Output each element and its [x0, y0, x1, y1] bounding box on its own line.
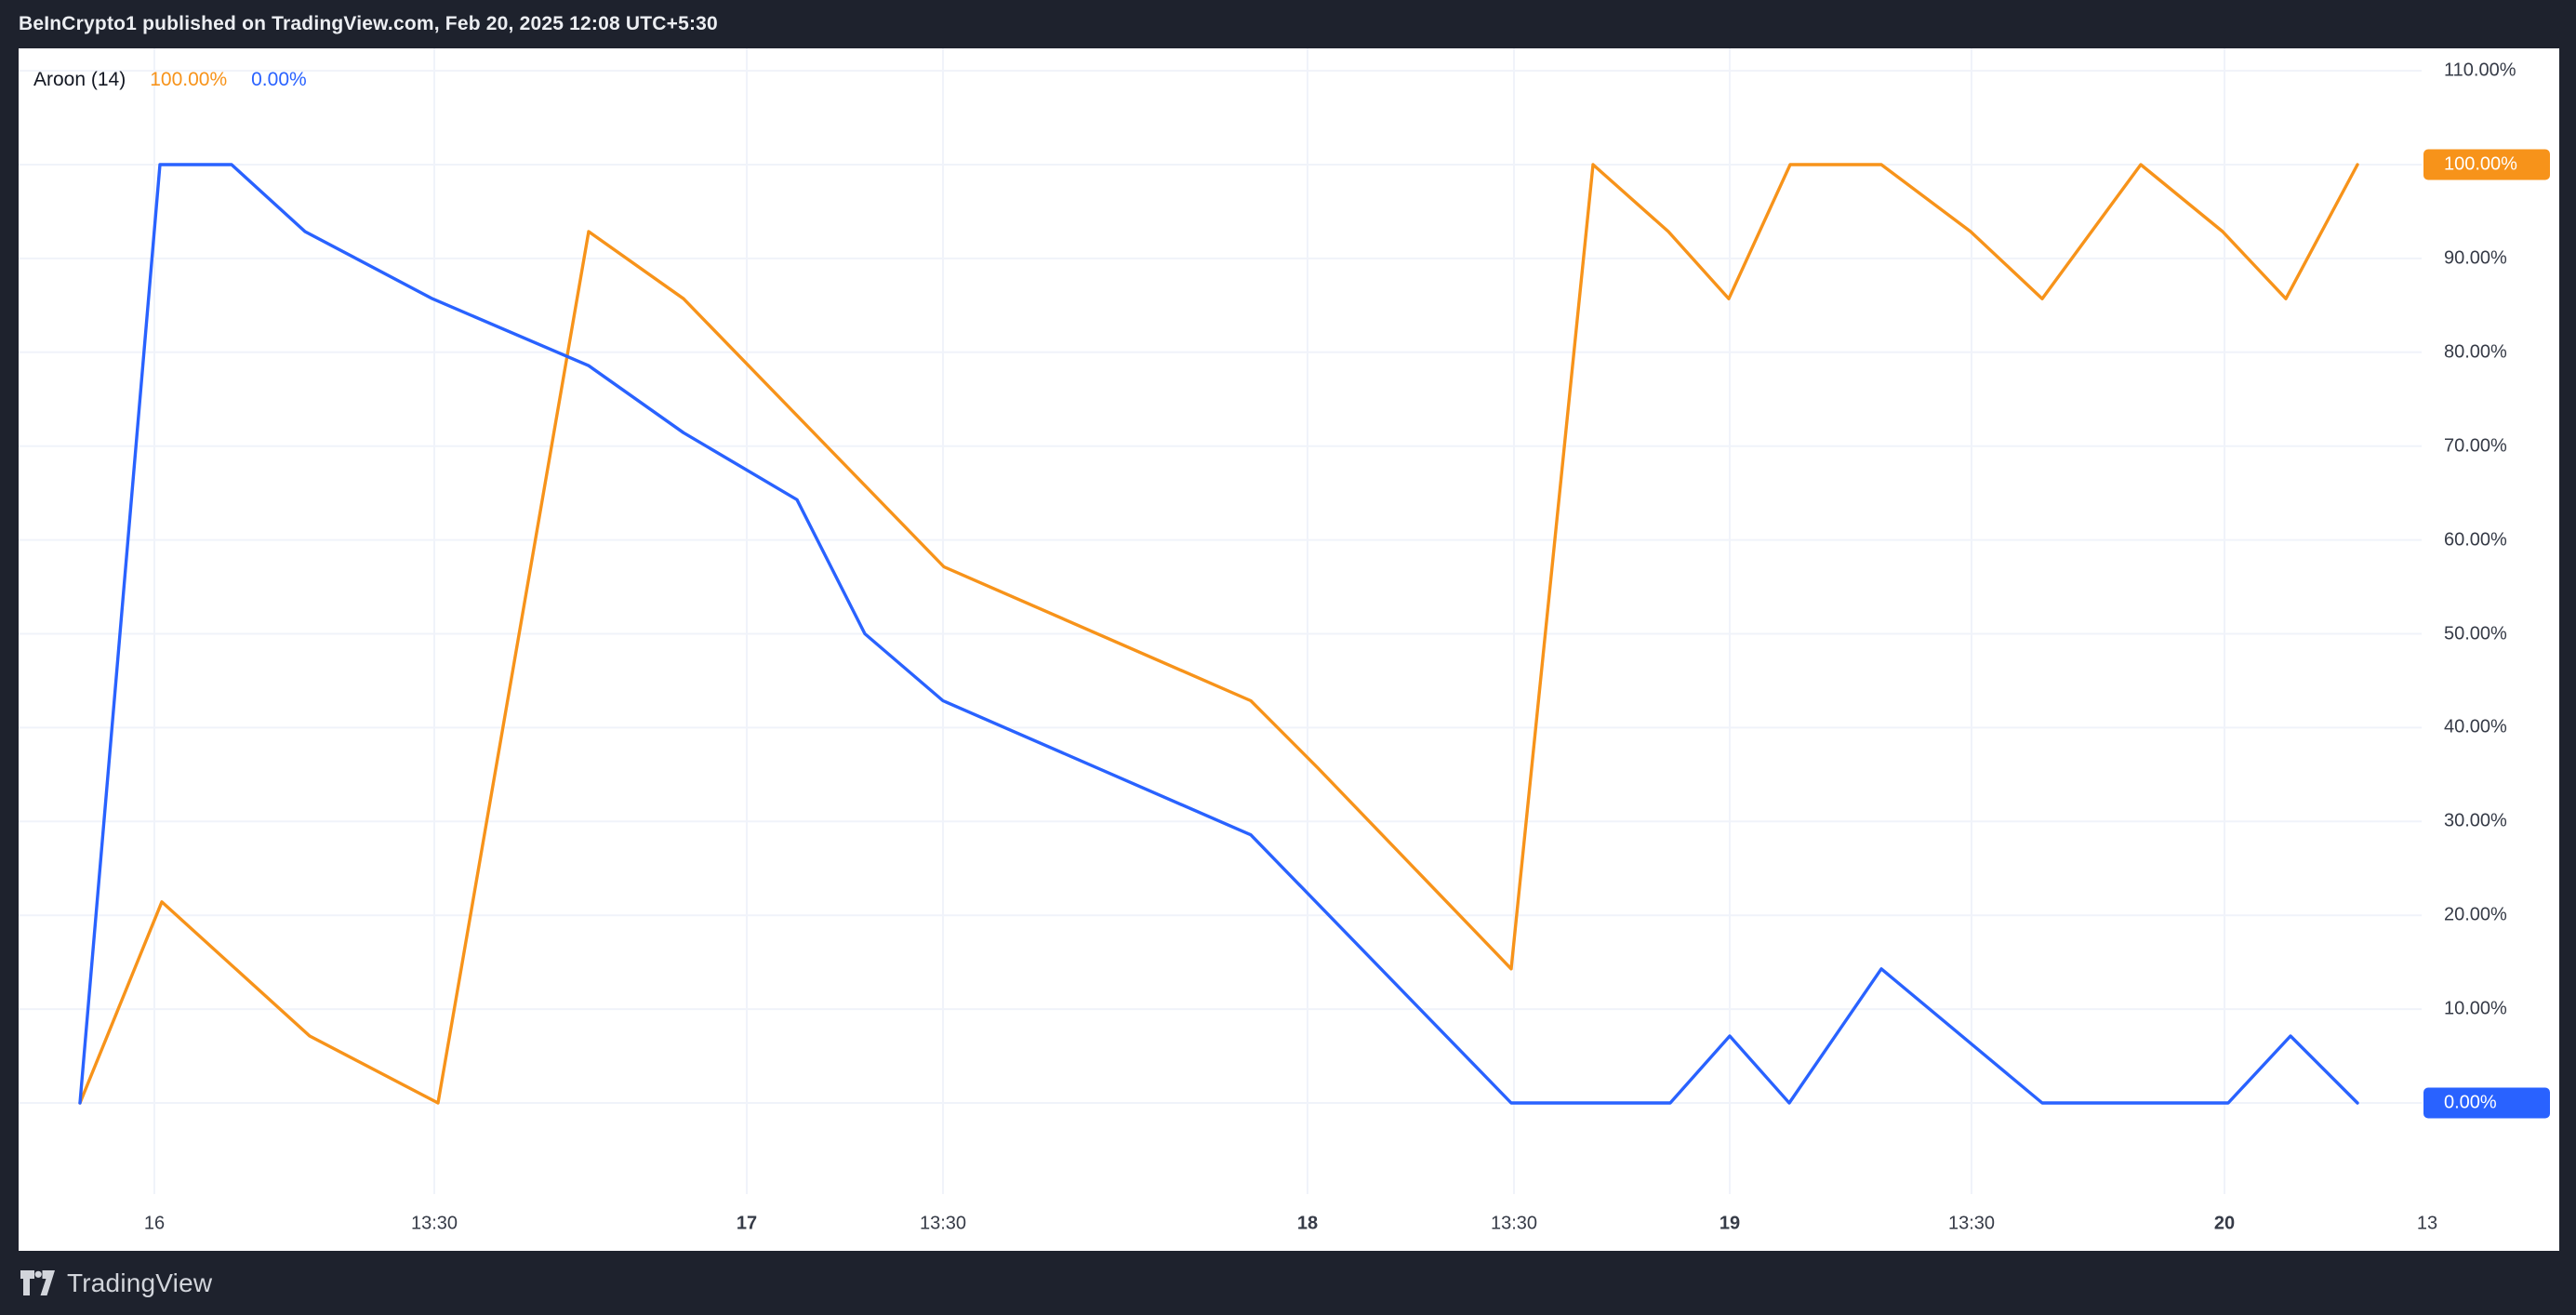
price-badge-0.00%: 0.00%: [2423, 1087, 2550, 1119]
x-tick-label: 13:30: [1490, 1213, 1538, 1234]
chart-panel[interactable]: [19, 48, 2559, 1251]
y-tick-label: 80.00%: [2444, 341, 2507, 363]
x-tick-label: 13:30: [410, 1213, 458, 1234]
y-tick-label: 70.00%: [2444, 435, 2507, 457]
publish-header: BeInCrypto1 published on TradingView.com…: [0, 0, 2576, 48]
price-badge-100.00%: 100.00%: [2423, 149, 2550, 180]
x-tick-label: 19: [1719, 1213, 1741, 1234]
aroon-down-value: 0.00%: [251, 69, 307, 90]
indicator-legend-title[interactable]: Aroon (14): [33, 69, 126, 90]
tradingview-wordmark[interactable]: TradingView: [67, 1268, 213, 1297]
x-tick-label: 13:30: [919, 1213, 967, 1234]
aroon-up-value: 100.00%: [150, 69, 228, 90]
y-tick-label: 90.00%: [2444, 247, 2507, 269]
series-aroon-up[interactable]: [78, 163, 2359, 1105]
publish-header-title: BeInCrypto1 published on TradingView.com…: [19, 13, 718, 34]
x-tick-label: 18: [1296, 1213, 1319, 1234]
y-tick-label: 30.00%: [2444, 810, 2507, 831]
y-tick-label: 20.00%: [2444, 904, 2507, 925]
x-tick-label: 17: [736, 1213, 758, 1234]
tradingview-logo-icon[interactable]: [20, 1266, 55, 1300]
series-aroon-down[interactable]: [78, 163, 2359, 1105]
y-tick-label: 10.00%: [2444, 998, 2507, 1019]
x-tick-label: 20: [2213, 1213, 2236, 1234]
x-tick-label: 16: [143, 1213, 166, 1234]
y-tick-label: 50.00%: [2444, 623, 2507, 644]
y-tick-label: 40.00%: [2444, 716, 2507, 737]
x-tick-label: 13: [2416, 1213, 2438, 1234]
footer-bar: TradingView: [0, 1251, 2576, 1315]
y-tick-label: 110.00%: [2444, 60, 2516, 81]
y-tick-label: 60.00%: [2444, 529, 2507, 551]
x-tick-label: 13:30: [1947, 1213, 1996, 1234]
indicator-legend[interactable]: Aroon (14) 100.00% 0.00%: [33, 69, 307, 91]
